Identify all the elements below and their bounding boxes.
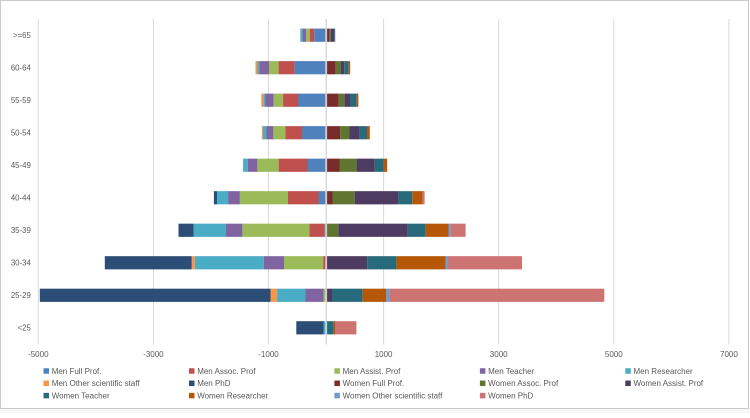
svg-text:40-44: 40-44 (11, 194, 32, 203)
svg-text:Women PhD: Women PhD (488, 392, 533, 401)
svg-text:3000: 3000 (490, 350, 508, 359)
svg-text:45-49: 45-49 (11, 161, 31, 170)
svg-text:-5000: -5000 (28, 350, 49, 359)
svg-text:<25: <25 (18, 324, 32, 333)
svg-text:Women Teacher: Women Teacher (52, 392, 110, 401)
svg-text:-1000: -1000 (258, 350, 279, 359)
svg-text:-3000: -3000 (143, 350, 164, 359)
svg-text:Women Assist. Prof: Women Assist. Prof (634, 379, 704, 388)
svg-text:60-64: 60-64 (11, 64, 32, 73)
svg-text:Men Full Prof.: Men Full Prof. (52, 367, 102, 376)
svg-text:Women Full Prof.: Women Full Prof. (343, 379, 405, 388)
svg-text:Men Researcher: Men Researcher (634, 367, 693, 376)
svg-text:25-29: 25-29 (11, 291, 31, 300)
svg-text:Men PhD: Men PhD (197, 379, 231, 388)
svg-text:Women Assoc. Prof: Women Assoc. Prof (488, 379, 559, 388)
svg-text:7000: 7000 (720, 350, 738, 359)
svg-text:5000: 5000 (605, 350, 623, 359)
svg-text:>=65: >=65 (13, 31, 31, 40)
svg-text:Women Researcher: Women Researcher (197, 392, 268, 401)
svg-text:Men Assoc. Prof: Men Assoc. Prof (197, 367, 256, 376)
svg-text:50-54: 50-54 (11, 129, 32, 138)
svg-text:Women Other scientific staff: Women Other scientific staff (343, 392, 444, 401)
svg-text:35-39: 35-39 (11, 226, 31, 235)
svg-text:Men Teacher: Men Teacher (488, 367, 534, 376)
svg-text:1000: 1000 (375, 350, 393, 359)
svg-text:Men Assist. Prof: Men Assist. Prof (343, 367, 402, 376)
svg-text:30-34: 30-34 (11, 259, 32, 268)
svg-text:55-59: 55-59 (11, 96, 31, 105)
svg-text:Men Other scientific staff: Men Other scientific staff (52, 379, 141, 388)
